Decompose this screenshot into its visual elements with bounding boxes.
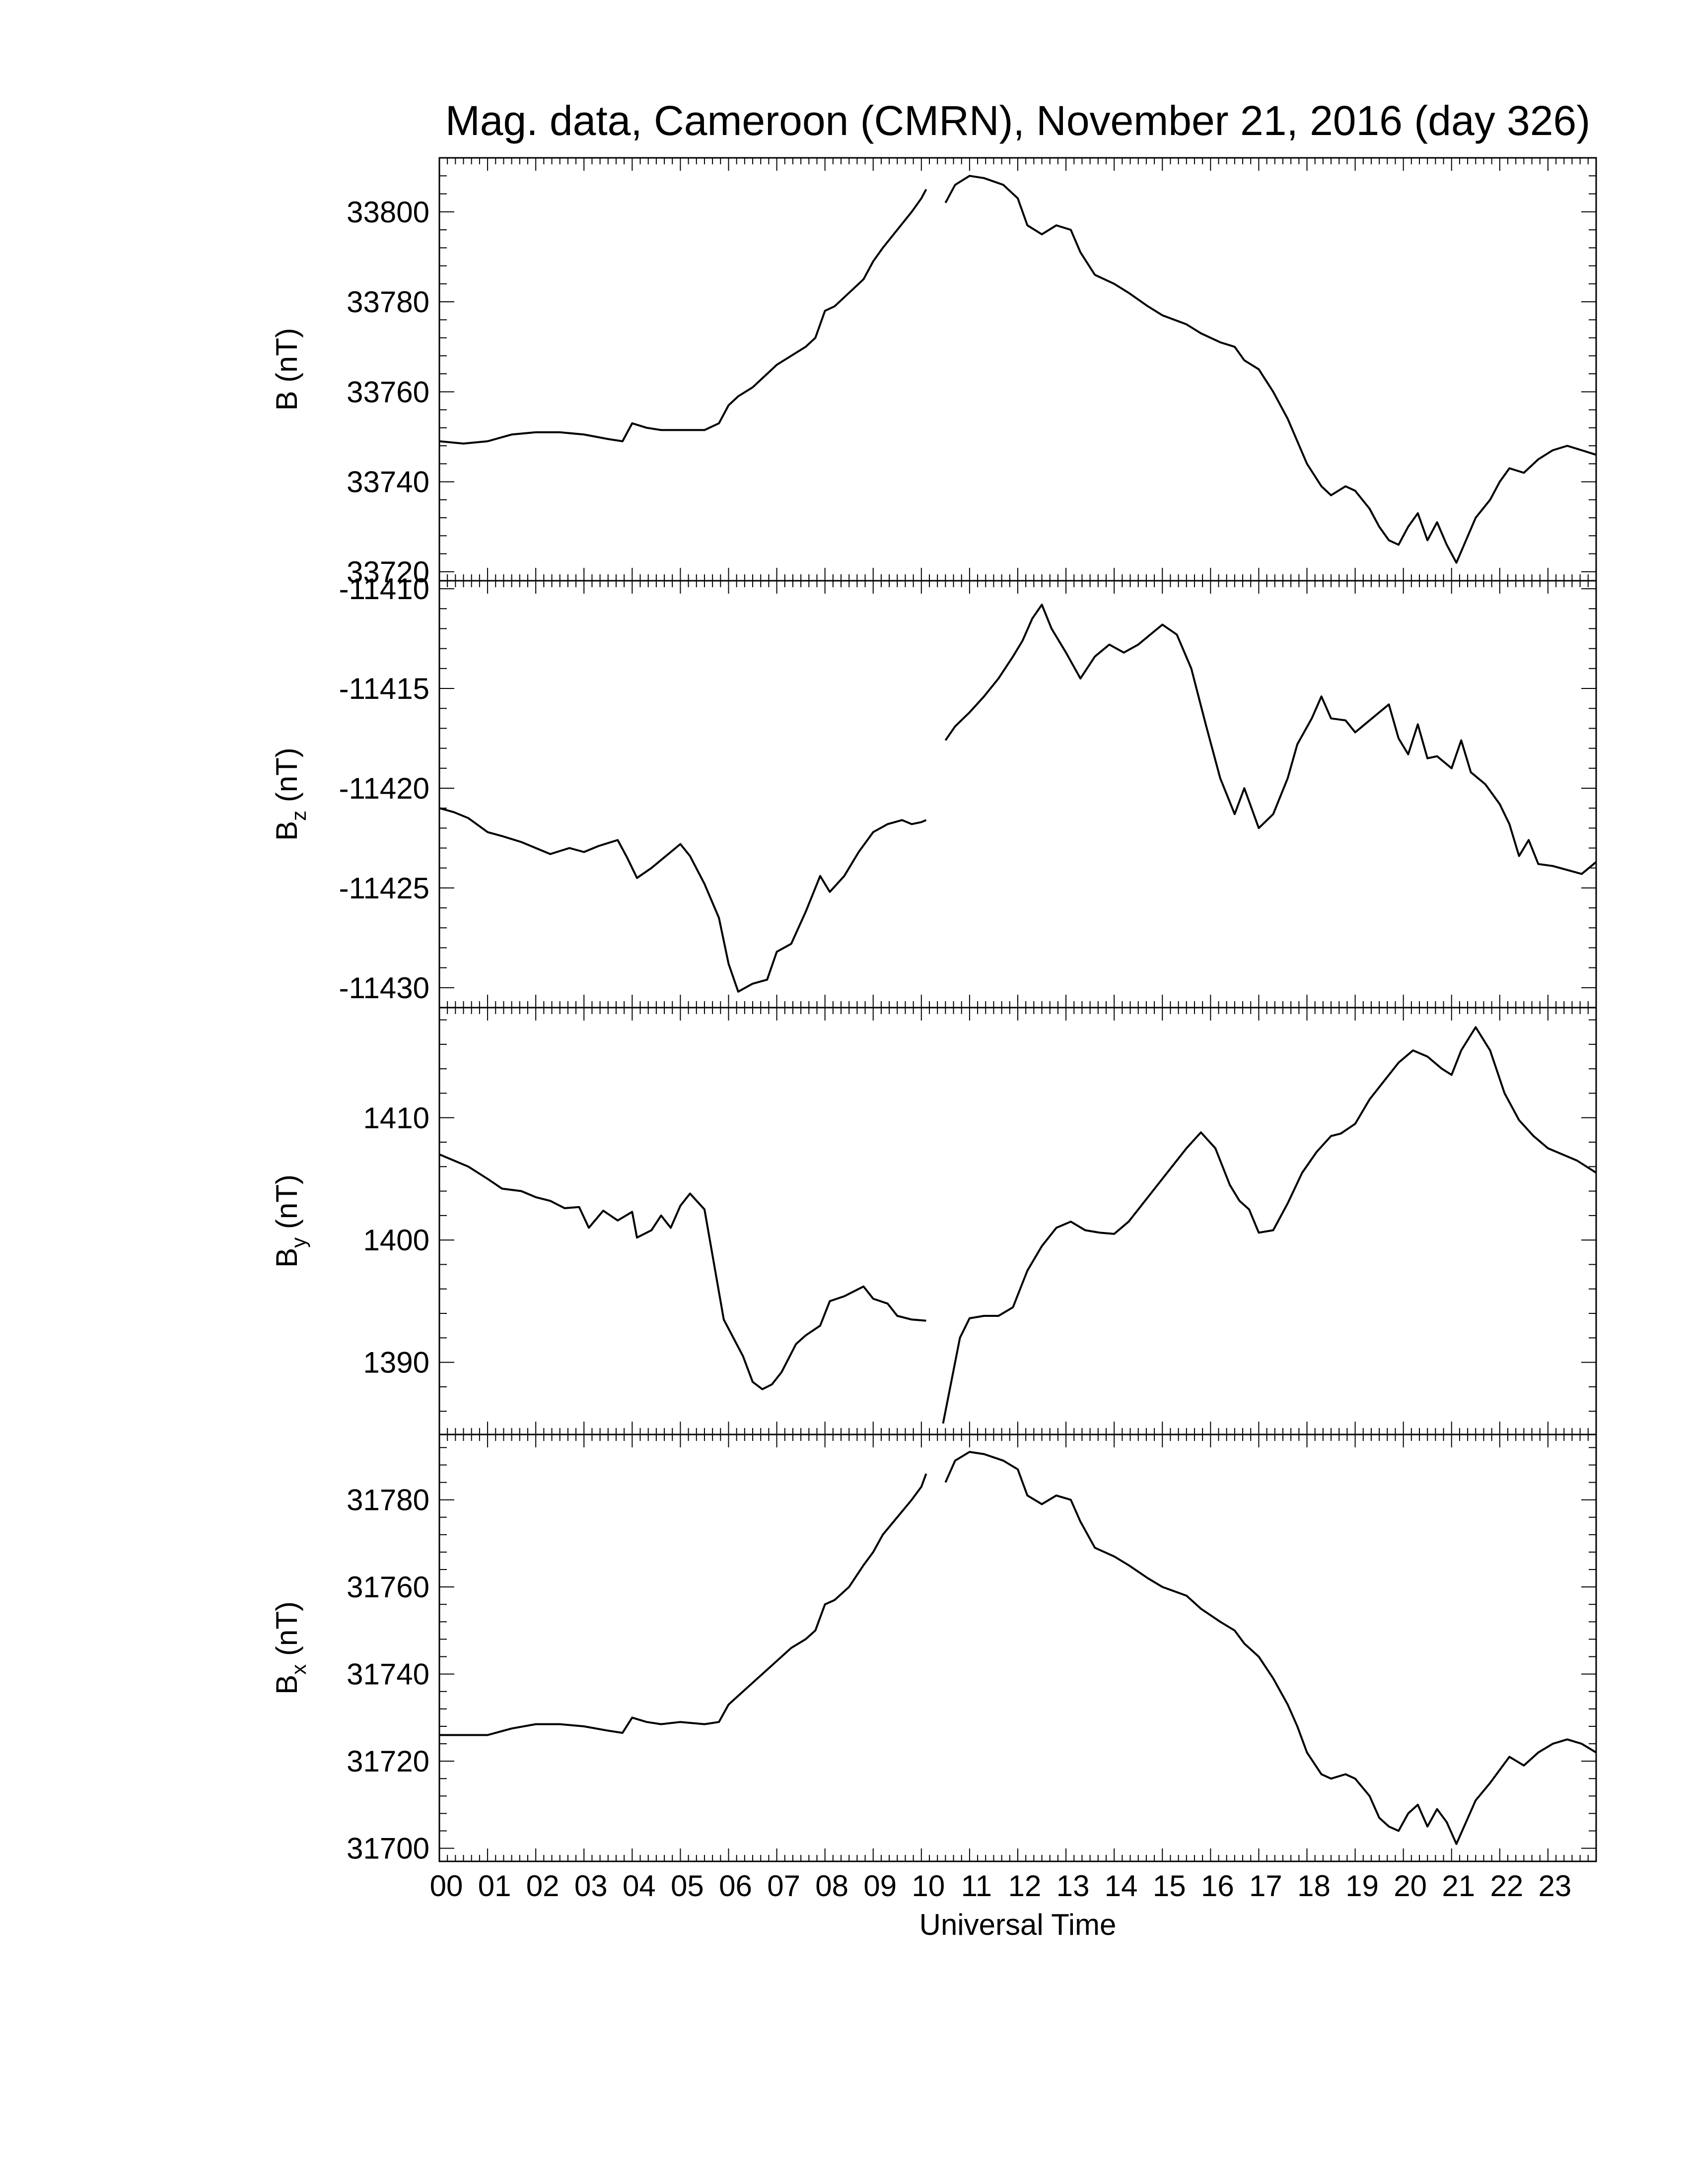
y-tick-label: -11430	[339, 971, 429, 1005]
y-tick-label: 1400	[363, 1224, 429, 1257]
y-tick-label: 1410	[363, 1101, 429, 1135]
panel-Bz: -11430 -11425 -11420 -11415 -11410 Bz (nT)	[270, 572, 1597, 1009]
y-tick-label: 31720	[347, 1745, 429, 1778]
y-tick-label: 33740	[347, 466, 429, 499]
x-tick-label: 08	[815, 1869, 848, 1903]
y-axis-title-Bz: Bz (nT)	[270, 748, 310, 841]
series-line-Bz-1	[944, 604, 1597, 875]
x-tick-label: 01	[478, 1869, 511, 1903]
panel-frame-B	[438, 157, 1597, 582]
x-tick-label: 04	[623, 1869, 656, 1903]
x-axis: 00 01 02 03 04 05 06 07 08 09 10 11 12 13 14 15 16 17 18 19…	[430, 1869, 1572, 1903]
panel-frame-Bx	[438, 1433, 1597, 1862]
series-line-By-0	[439, 1153, 926, 1390]
series-line-By-1	[942, 1026, 1597, 1424]
y-tick-label: 31780	[347, 1484, 429, 1517]
y-tick-label: 31700	[347, 1832, 429, 1865]
y-tick-label: 31760	[347, 1570, 429, 1604]
y-axis-title-Bx: Bx (nT)	[270, 1601, 310, 1695]
x-tick-label: 18	[1297, 1869, 1331, 1903]
y-axis-title-By: By (nT)	[270, 1174, 310, 1268]
panel-frame-Bz	[438, 580, 1597, 1009]
x-tick-label: 21	[1442, 1869, 1475, 1903]
x-tick-label: 03	[574, 1869, 608, 1903]
series-line-Bx-1	[944, 1451, 1597, 1845]
x-tick-label: 16	[1201, 1869, 1234, 1903]
y-tick-label: 33780	[347, 285, 429, 319]
x-tick-label: 22	[1490, 1869, 1523, 1903]
y-axis-title-B: B (nT)	[270, 328, 303, 411]
series-line-B-1	[944, 175, 1597, 564]
y-tick-label: 33760	[347, 375, 429, 409]
panel-B: 33720 33740 33760 33780 33800 B (nT)	[270, 157, 1597, 589]
y-tick-label: -11420	[339, 772, 429, 805]
x-tick-label: 02	[526, 1869, 560, 1903]
x-tick-label: 00	[430, 1869, 463, 1903]
x-tick-label: 11	[961, 1869, 992, 1903]
x-tick-label: 23	[1539, 1869, 1572, 1903]
x-tick-label: 12	[1008, 1869, 1042, 1903]
panel-By: 1390 1400 1410 By (nT)	[270, 1007, 1597, 1435]
x-tick-label: 10	[912, 1869, 945, 1903]
panel-Bx: 31700 31720 31740 31760 31780 Bx (nT)	[270, 1433, 1597, 1865]
x-axis-title: Universal Time	[919, 1908, 1117, 1941]
x-tick-label: 07	[767, 1869, 800, 1903]
x-tick-label: 17	[1249, 1869, 1282, 1903]
y-tick-label: -11425	[339, 872, 429, 905]
x-tick-label: 05	[671, 1869, 704, 1903]
chart-title: Mag. data, Cameroon (CMRN), November 21,…	[445, 97, 1590, 144]
series-line-Bx-0	[439, 1473, 927, 1736]
panel-frame-By	[438, 1007, 1597, 1435]
x-tick-label: 20	[1394, 1869, 1427, 1903]
y-tick-label: 1390	[363, 1346, 429, 1379]
y-tick-label: 33720	[347, 555, 429, 589]
x-tick-label: 09	[863, 1869, 897, 1903]
y-tick-label: -11410	[339, 572, 429, 606]
x-tick-label: 15	[1153, 1869, 1186, 1903]
x-tick-label: 13	[1056, 1869, 1090, 1903]
y-tick-label: -11415	[339, 672, 429, 705]
x-tick-label: 19	[1345, 1869, 1379, 1903]
series-line-Bz-0	[439, 807, 927, 993]
x-tick-label: 14	[1105, 1869, 1138, 1903]
x-tick-label: 06	[719, 1869, 752, 1903]
series-line-B-0	[439, 189, 927, 445]
y-tick-label: 31740	[347, 1658, 429, 1691]
y-tick-label: 33800	[347, 196, 429, 229]
